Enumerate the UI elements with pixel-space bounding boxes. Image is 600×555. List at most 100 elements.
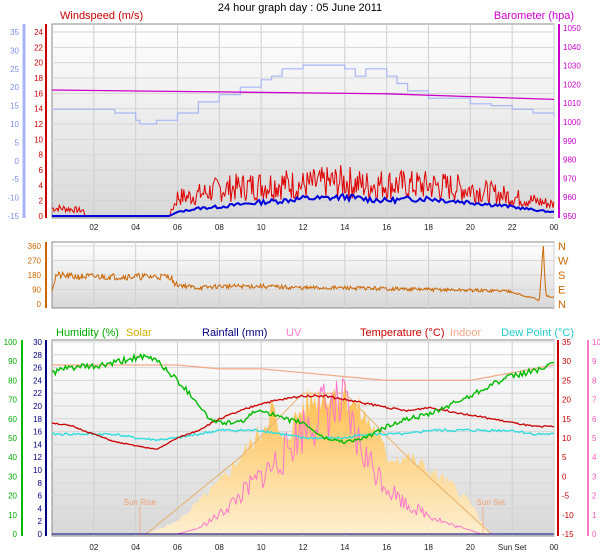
- panel1-left-outer-tick-1: 30: [10, 46, 19, 55]
- solar-label: Solar: [126, 327, 152, 339]
- panel3-uv-tick-0: 10: [592, 338, 600, 347]
- panel1-right-tick-4: 1010: [563, 99, 581, 108]
- panel3-series: Sun Rise Sun Set: [51, 352, 555, 536]
- dewpoint-label: Dew Point (°C): [501, 327, 574, 339]
- panel3-humidity-tick-2: 80: [8, 376, 17, 385]
- panel1-right-tick-5: 1000: [563, 118, 581, 127]
- panel3-temperature-tick-10: -15: [562, 530, 574, 539]
- panel1-right-tick-9: 960: [563, 193, 577, 202]
- rainfall-label: Rainfall (mm): [202, 327, 267, 339]
- panel3-uv-tick-6: 4: [592, 453, 597, 462]
- panel1-left-outer-tick-10: -15: [7, 212, 19, 221]
- panel2-compass-0: N: [558, 241, 566, 253]
- panel3-rainfall-tick-13: 4: [38, 504, 43, 513]
- panel1-left-outer-tick-9: -10: [7, 194, 19, 203]
- panel1-left-outer-tick-5: 10: [10, 120, 19, 129]
- panel3-uv-tick-8: 2: [592, 492, 597, 501]
- panel3-x-tick-10: Sun Set: [498, 543, 527, 552]
- panel3-rainfall-tick-8: 14: [33, 440, 42, 449]
- panel3-x-tick-11: 00: [550, 543, 559, 552]
- uv-label: UV: [286, 327, 302, 339]
- series-average-wind: [52, 192, 555, 217]
- panel1-x-tick-7: 16: [382, 223, 391, 232]
- panel3-uv-tick-3: 7: [592, 396, 597, 405]
- panel3-uv-tick-1: 9: [592, 357, 597, 366]
- panel3-x-tick-0: 02: [89, 543, 98, 552]
- panel1-series: [51, 64, 555, 217]
- panel1-left-inner-tick-4: 16: [34, 89, 43, 98]
- panel3-rainfall-tick-15: 0: [38, 530, 43, 539]
- panel3-temperature-tick-1: 30: [562, 357, 571, 366]
- series-solar: [146, 381, 492, 534]
- panel2-compass-4: N: [558, 299, 566, 311]
- panel3-uv-tick-5: 5: [592, 434, 597, 443]
- panel1-x-tick-10: 22: [508, 223, 517, 232]
- panel1-left-inner-tick-8: 8: [39, 151, 44, 160]
- series-outdoor-lightblue: [52, 64, 555, 125]
- panel1-left-outer-tick-7: 0: [15, 157, 20, 166]
- series-indoor: [52, 364, 555, 381]
- panel1-x-tick-6: 14: [340, 223, 349, 232]
- panel3-temperature-tick-0: 35: [562, 338, 571, 347]
- panel3-humidity-tick-7: 30: [8, 472, 17, 481]
- panel1-left-inner-tick-10: 4: [39, 181, 44, 190]
- panel1-left-inner-tick-9: 6: [39, 166, 44, 175]
- panel2-series: [51, 245, 555, 302]
- panel3-uv-tick-7: 3: [592, 472, 597, 481]
- panel2-left-tick-2: 180: [28, 271, 42, 280]
- panel3-rainfall-tick-6: 18: [33, 415, 42, 424]
- panel3-temperature-tick-5: 10: [562, 434, 571, 443]
- temperature-label: Temperature (°C): [360, 327, 444, 339]
- panel3-rainfall-tick-1: 28: [33, 351, 42, 360]
- panel1-left-inner-tick-6: 12: [34, 120, 43, 129]
- sunrise-label: Sun Rise: [124, 498, 157, 507]
- panel1-x-tick-4: 10: [257, 223, 266, 232]
- chart-title: 24 hour graph day : 05 June 2011: [218, 2, 382, 14]
- panel1-x-tick-3: 08: [215, 223, 224, 232]
- panel1-right-tick-7: 980: [563, 156, 577, 165]
- panel3-rainfall-tick-0: 30: [33, 338, 42, 347]
- series-temperature: [51, 393, 555, 450]
- series-solar-envelope: [145, 392, 492, 535]
- panel3-x-tick-4: 10: [257, 543, 266, 552]
- panel1-left-outer-tick-8: -5: [12, 175, 20, 184]
- panel1-left-inner-tick-0: 24: [34, 28, 43, 37]
- indoor-label: Indoor: [450, 327, 482, 339]
- panel1-x-tick-9: 20: [466, 223, 475, 232]
- panel1-right-tick-8: 970: [563, 174, 577, 183]
- panel3-humidity-tick-5: 50: [8, 434, 17, 443]
- sunset-label: Sun Set: [477, 498, 506, 507]
- panel1-x-tick-1: 04: [131, 223, 140, 232]
- panel3-humidity-tick-6: 40: [8, 453, 17, 462]
- panel1-left-outer-tick-6: 5: [15, 138, 20, 147]
- panel3-rainfall-tick-7: 16: [33, 428, 42, 437]
- panel1-left-inner-tick-1: 22: [34, 43, 43, 52]
- humidity-label: Humidity (%): [56, 327, 119, 339]
- panel3-axes: 02 04 06 08 10 12 14 16 18 20 Sun Set 0010090807060…: [4, 338, 600, 552]
- barometer-label: Barometer (hpa): [494, 10, 574, 22]
- panel1-right-tick-6: 990: [563, 137, 577, 146]
- panel1-left-outer-tick-2: 25: [10, 65, 19, 74]
- panel2-left-tick-3: 90: [32, 286, 41, 295]
- panel3-rainfall-tick-3: 24: [33, 376, 42, 385]
- panel3-uv-tick-9: 1: [592, 511, 597, 520]
- panel3-rainfall-tick-9: 12: [33, 453, 42, 462]
- panel3-humidity-tick-3: 70: [8, 396, 17, 405]
- panel3-humidity-tick-1: 90: [8, 357, 17, 366]
- panel3-rainfall-tick-5: 20: [33, 402, 42, 411]
- panel2-compass-3: E: [558, 285, 565, 297]
- panel2-compass-1: W: [558, 256, 569, 268]
- panel3-rainfall-tick-14: 2: [38, 517, 43, 526]
- panel2-left-tick-0: 360: [28, 242, 42, 251]
- panel1-x-tick-0: 02: [89, 223, 98, 232]
- panel1-left-inner-tick-5: 14: [34, 105, 43, 114]
- panel1-left-inner-tick-12: 0: [39, 212, 44, 221]
- series-dewpoint: [51, 428, 555, 442]
- panel3-rainfall-tick-4: 22: [33, 389, 42, 398]
- panel3-rainfall-tick-10: 10: [33, 466, 42, 475]
- panel3-uv-tick-2: 8: [592, 376, 597, 385]
- panel3-temperature-tick-9: -10: [562, 511, 574, 520]
